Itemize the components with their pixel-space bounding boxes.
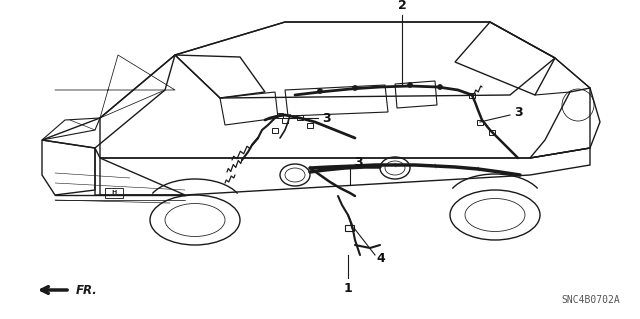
Text: H: H — [111, 190, 116, 196]
Circle shape — [438, 85, 442, 90]
Bar — [277, 113, 283, 117]
Text: 1: 1 — [344, 282, 353, 295]
Text: FR.: FR. — [76, 284, 98, 296]
Bar — [469, 93, 475, 98]
Bar — [307, 122, 313, 128]
Circle shape — [317, 88, 323, 93]
Text: 4: 4 — [376, 251, 385, 264]
Bar — [272, 128, 278, 132]
Bar — [477, 120, 483, 124]
Circle shape — [353, 85, 358, 91]
FancyArrowPatch shape — [42, 287, 67, 293]
Text: 3: 3 — [354, 155, 363, 168]
Circle shape — [408, 83, 413, 87]
Text: 3: 3 — [514, 107, 523, 120]
Bar — [282, 117, 288, 122]
Bar — [489, 130, 495, 135]
Text: 3: 3 — [322, 112, 331, 124]
Bar — [345, 225, 354, 231]
Bar — [105, 188, 123, 198]
Bar — [297, 115, 303, 120]
Text: SNC4B0702A: SNC4B0702A — [561, 295, 620, 305]
Text: 2: 2 — [397, 0, 406, 12]
